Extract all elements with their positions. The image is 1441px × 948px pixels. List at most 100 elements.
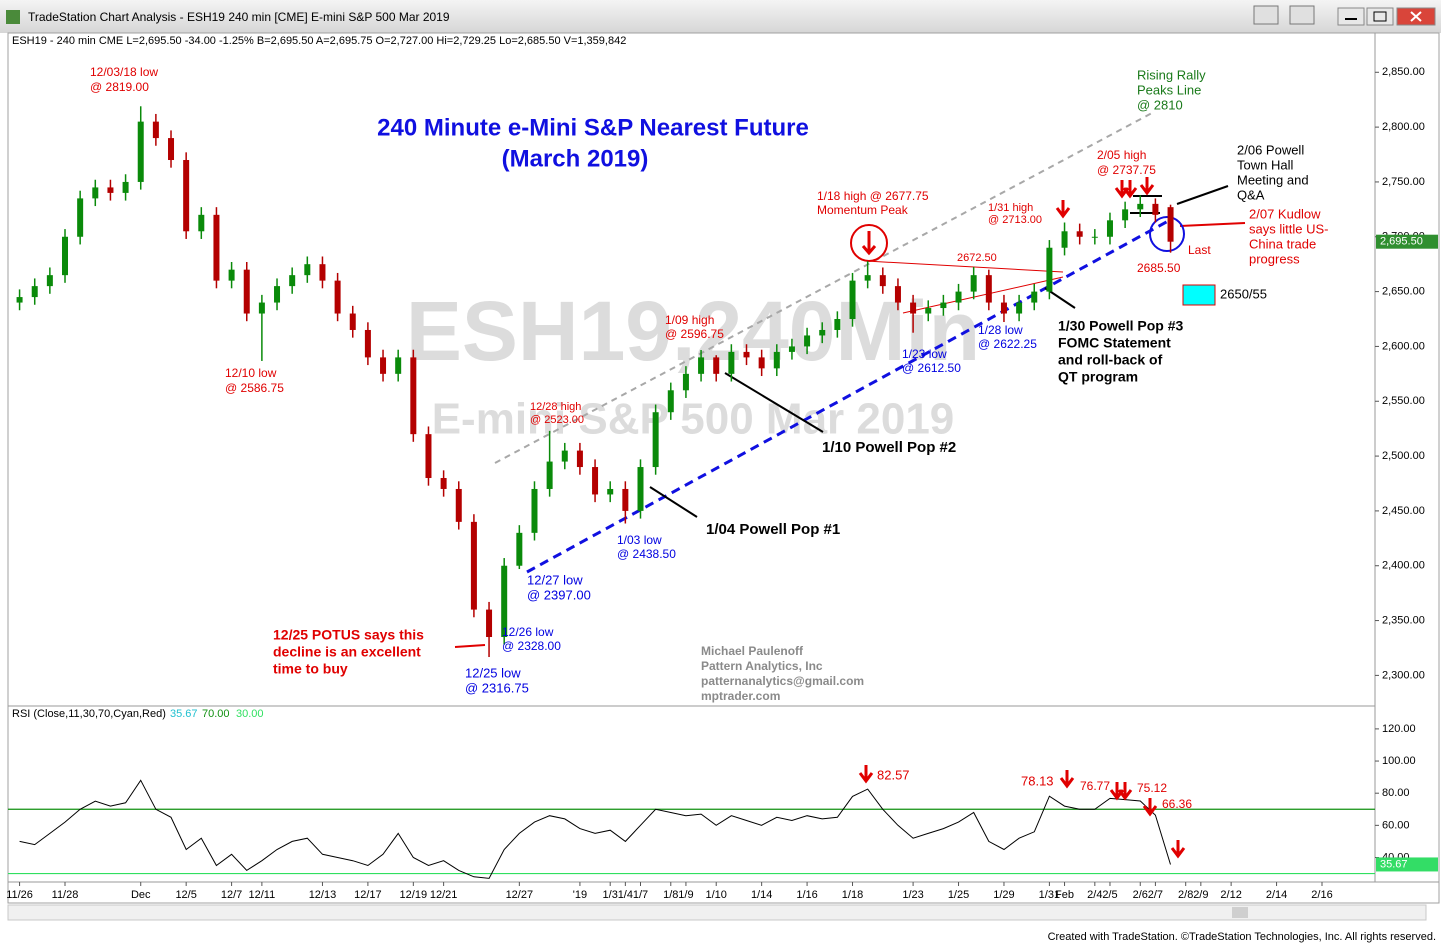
minimize-button[interactable]	[1337, 7, 1365, 26]
candle-body	[168, 138, 175, 161]
annotation: @ 2586.75	[225, 381, 284, 395]
candle-body	[561, 450, 568, 462]
x-tick-label: 2/6	[1133, 889, 1148, 901]
annotation: and roll-back of	[1058, 352, 1163, 368]
candle-body	[1137, 203, 1144, 210]
x-tick-label: 12/19	[400, 889, 428, 901]
red-arrow	[858, 765, 874, 784]
candle-body	[198, 214, 205, 232]
last-circle	[1149, 216, 1185, 252]
candle-body	[925, 308, 932, 314]
candle-body	[773, 351, 780, 369]
level-label: 70.00	[202, 708, 230, 720]
candle-body	[728, 351, 735, 374]
candle-body	[1031, 291, 1038, 303]
x-tick-label: 1/29	[993, 889, 1014, 901]
candle-body	[440, 478, 447, 489]
peak-circle	[850, 224, 888, 262]
x-tick-label: 2/4	[1087, 889, 1102, 901]
indicator-button[interactable]	[1289, 5, 1315, 25]
candle-body	[910, 302, 917, 314]
symbol-button[interactable]	[1253, 5, 1279, 25]
annotation: 2/06 Powell	[1237, 142, 1304, 157]
candle-body	[758, 357, 765, 369]
annotation: 1/18 high @ 2677.75	[817, 189, 929, 203]
candle-body	[1061, 231, 1068, 248]
candle-body	[92, 187, 99, 199]
pointer-line	[724, 372, 824, 433]
annotation: 2672.50	[957, 252, 997, 264]
annotation: Meeting and	[1237, 172, 1309, 187]
y-tick-label: 2,850.00	[1382, 66, 1425, 78]
chart-title: 240 Minute e-Mini S&P Nearest Future	[377, 114, 809, 141]
candle-body	[516, 532, 523, 566]
target-box	[1182, 284, 1216, 306]
annotation: 1/03 low	[617, 533, 662, 547]
annotation: time to buy	[273, 661, 348, 677]
annotation: @ 2737.75	[1097, 163, 1156, 177]
candle-body	[258, 302, 265, 314]
candle-body	[1167, 207, 1174, 242]
pointer-line	[1176, 185, 1229, 205]
candle-body	[955, 291, 962, 303]
watermark-description: E-mini S&P 500 Mar 2019	[432, 395, 955, 444]
annotation: 12/28 high	[530, 401, 581, 413]
annotation: Momentum Peak	[817, 203, 909, 217]
scroll-thumb[interactable]	[1232, 907, 1248, 918]
last-rsi-label: 35.67	[1380, 858, 1408, 870]
x-tick-label: 12/5	[175, 889, 196, 901]
x-tick-label: 12/7	[221, 889, 242, 901]
annotation: 12/03/18 low	[90, 65, 158, 79]
chart-frame	[7, 32, 1440, 904]
annotation: 1/28 low	[978, 323, 1023, 337]
scrollbar[interactable]	[7, 904, 1427, 921]
y-tick-label: 2,350.00	[1382, 614, 1425, 626]
candle-body	[243, 269, 250, 314]
annotation: decline is an excellent	[273, 644, 421, 660]
candle-body	[1000, 302, 1007, 314]
red-arrow	[1117, 782, 1133, 801]
candle-body	[62, 236, 69, 276]
maximize-button[interactable]	[1366, 7, 1394, 26]
candle-body	[425, 434, 432, 479]
candle-body	[622, 488, 629, 511]
annotation: @ 2316.75	[465, 680, 529, 695]
red-arrow	[1055, 200, 1071, 219]
candle-body	[879, 275, 886, 287]
support-line	[526, 218, 1171, 574]
annotation: 2/05 high	[1097, 148, 1146, 162]
annotation: 1/10 Powell Pop #2	[822, 439, 956, 456]
annotation: Last	[1188, 243, 1211, 257]
annotation: 12/25 low	[465, 665, 521, 680]
annotation: 2/07 Kudlow	[1249, 206, 1321, 221]
candle-body	[743, 351, 750, 358]
annotation: @ 2622.25	[978, 337, 1037, 351]
watermark-symbol: ESH19,240Min	[406, 284, 980, 378]
red-arrow	[1170, 840, 1186, 859]
annotation: @ 2713.00	[988, 214, 1042, 226]
annotation: @ 2523.00	[530, 414, 584, 426]
x-tick-label: 2/7	[1148, 889, 1163, 901]
red-arrow	[1142, 798, 1158, 817]
candle-body	[470, 521, 477, 610]
annotation: 1/04 Powell Pop #1	[706, 521, 840, 538]
x-tick-label: 12/17	[354, 889, 382, 901]
candle-body	[107, 187, 114, 193]
candle-body	[183, 160, 190, 232]
annotation: 12/26 low	[502, 625, 554, 639]
x-tick-label: 12/11	[249, 889, 276, 901]
candle-body	[894, 286, 901, 303]
annotation: patternanalytics@gmail.com	[701, 674, 864, 688]
annotation: Q&A	[1237, 187, 1265, 202]
x-tick-label: 1/25	[948, 889, 969, 901]
rising-peaks-line	[494, 112, 1153, 464]
price-header: ESH19 - 240 min CME L=2,695.50 -34.00 -1…	[12, 35, 626, 47]
candle-body	[486, 609, 493, 638]
candle-body	[652, 412, 659, 468]
y-tick-label: 2,800.00	[1382, 121, 1425, 133]
annotation: @ 2810	[1137, 97, 1183, 112]
annotation: 66.36	[1162, 797, 1192, 811]
x-tick-label: Dec	[131, 889, 151, 901]
pointer-line	[649, 486, 698, 518]
x-tick-label: 2/12	[1220, 889, 1241, 901]
